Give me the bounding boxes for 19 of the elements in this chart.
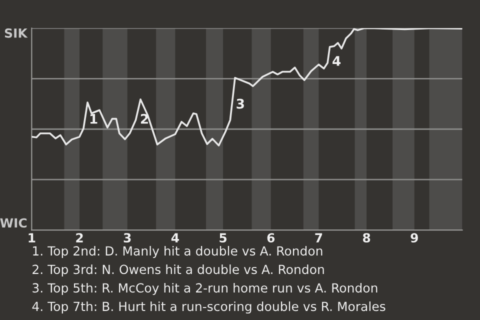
text: 3. Top 5th: R. McCoy hit a 2-run home run vs A. Rondon: [32, 282, 378, 296]
x-tick-label: 6: [267, 233, 275, 243]
annotation: 1: [90, 114, 98, 124]
annotation: 3: [236, 98, 244, 109]
x-tick-label: 1: [28, 233, 36, 242]
text: 4. Top 7th: B. Hurt hit a run-scoring double vs R. Morales: [32, 301, 386, 314]
x-tick-label: 2: [76, 233, 83, 242]
text: 2. Top 3rd: N. Owens hit a double vs A. Rondon: [32, 264, 324, 277]
text: 1. Top 2nd: D. Manly hit a double vs A. Rondon: [33, 246, 322, 258]
x-tick-label: 4: [171, 233, 179, 242]
annotation: 2: [140, 114, 148, 124]
x-tick-label: 5: [220, 233, 227, 243]
text: SIK: [4, 28, 28, 38]
text: WIC: [0, 218, 27, 228]
x-tick-label: 8: [362, 233, 370, 243]
x-tick-label: 7: [315, 233, 322, 242]
annotation: 4: [332, 56, 341, 66]
x-tick-label: 3: [124, 233, 131, 243]
x-tick-label: 9: [410, 233, 418, 243]
